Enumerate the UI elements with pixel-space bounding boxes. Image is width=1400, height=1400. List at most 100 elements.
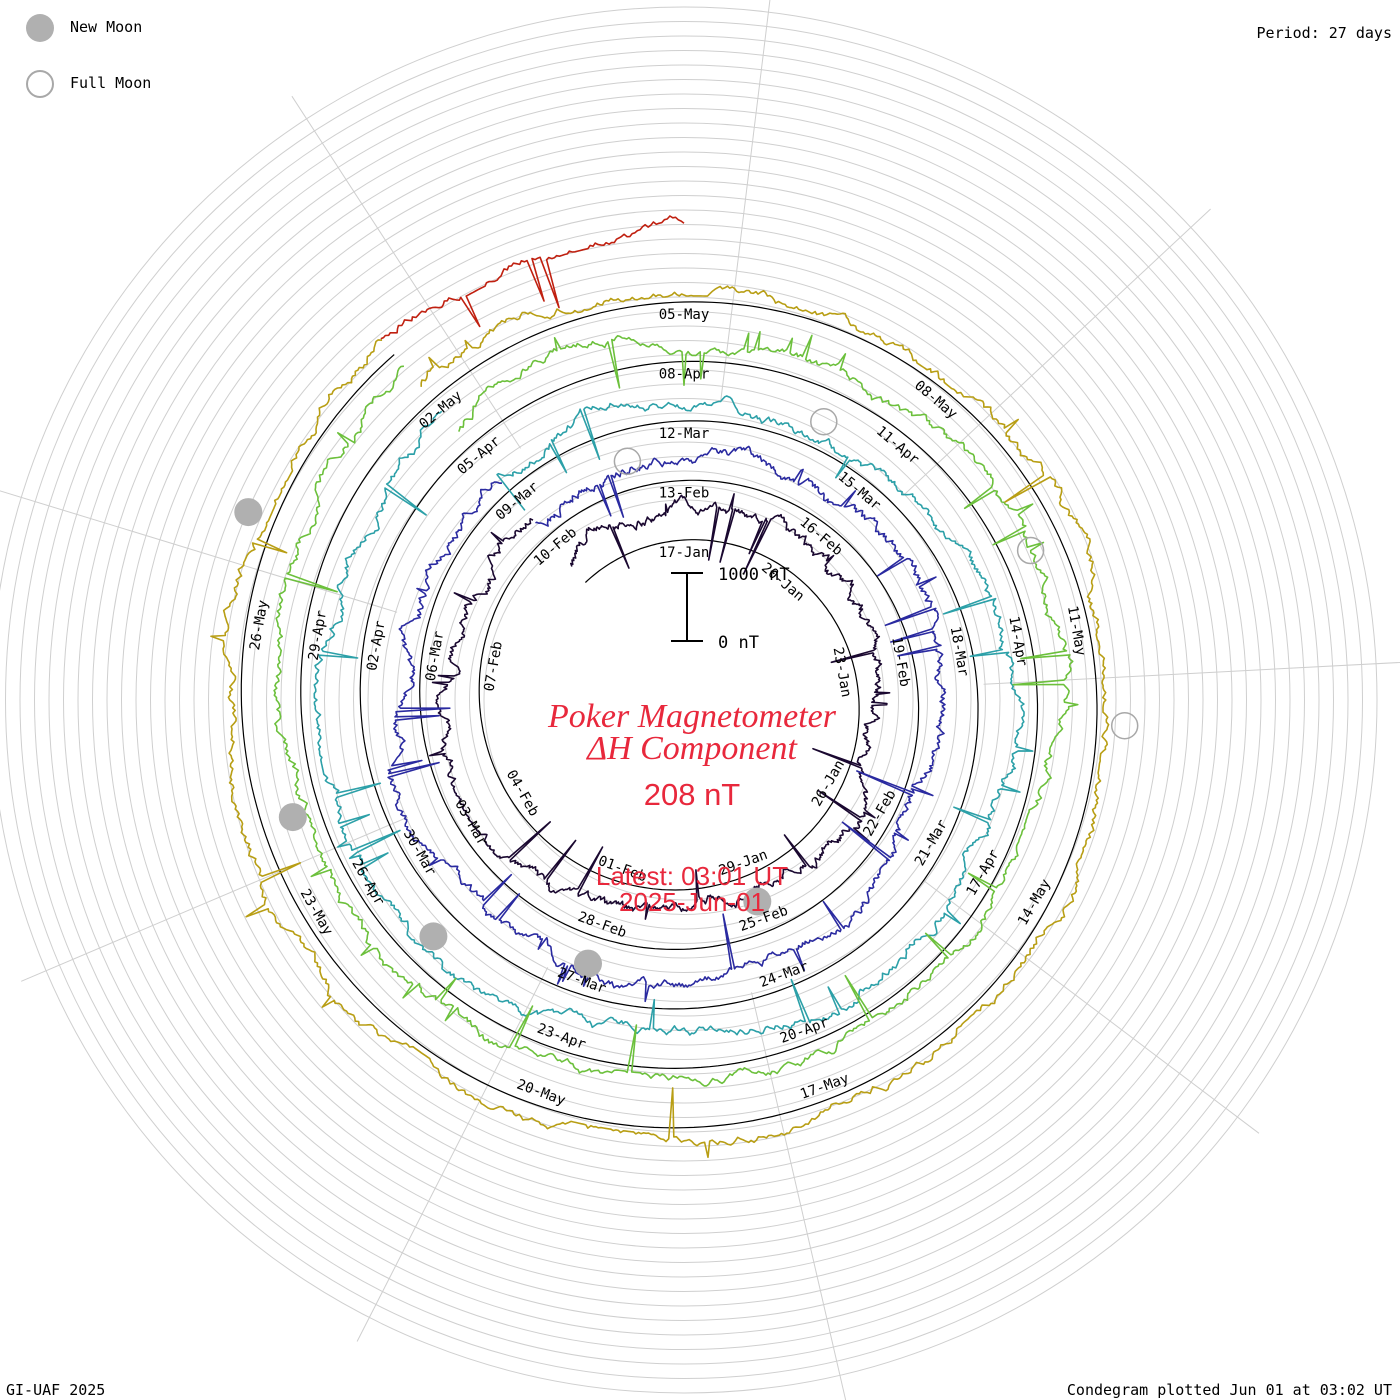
grid-spoke [356,967,549,1342]
date-label: 08-Apr [659,367,710,383]
new-moon-marker [743,887,772,916]
legend-new-moon-label: New Moon [70,18,143,36]
grid-spoke [291,95,522,449]
grid-ring [266,282,1102,1118]
chart-title: Poker Magnetometer [547,698,837,735]
full-moon-marker [810,407,838,436]
full-moon-icon [26,70,54,98]
grid-spoke [720,0,771,403]
grid-ring [251,267,1117,1133]
date-label: 20-May [514,1077,567,1109]
full-moon-marker [1110,711,1139,740]
date-label: 12-Mar [659,426,710,442]
baseline-08-Apr [300,360,1039,1070]
date-label: 02-May [416,388,465,433]
period-label: Period: 27 days [1256,24,1392,42]
grid-ring [208,224,1160,1176]
series-layer [210,215,1110,1159]
date-label: 17-May [798,1070,851,1102]
grid-ring [19,35,1349,1365]
grid-ring [411,427,957,973]
date-label: 29-Apr [306,609,331,662]
date-label: 21-Mar [912,817,951,869]
grid-ring [193,209,1175,1191]
grid-ring [150,166,1218,1234]
grid-ring [280,296,1088,1104]
baseline-12-Mar [359,420,979,1010]
grid-spoke [0,490,398,613]
series-trace-17-Jan [429,493,891,920]
grid-spoke [21,816,408,982]
series-trace-12-Mar [313,395,1034,1036]
full-moon-marker [613,447,642,476]
new-moon-icon [26,14,54,42]
date-label: 13-Feb [659,486,710,502]
grid-ring [295,311,1073,1089]
date-label: 09-Mar [493,479,542,524]
chart-subtitle-component: ΔH Component [585,730,798,767]
moon-marker-layer [234,407,1139,978]
grid-spoke [751,992,847,1400]
grid-ring [483,499,885,901]
date-label: 14-May [1015,876,1054,928]
current-value: 208 nT [644,777,741,812]
grid-ring [77,93,1291,1307]
grid-ring [164,180,1204,1220]
date-label: 26-May [247,599,272,652]
grid-ring [338,354,1030,1046]
new-moon-marker [574,949,602,978]
grid-ring [5,21,1363,1379]
latest-date: 2025-Jun-01 [619,887,765,917]
date-label: 07-Feb [481,640,506,693]
series-trace-05-May [210,285,1110,1159]
scale-bar: 1000 nT 0 nT [671,565,790,653]
new-moon-marker [419,922,448,951]
grid-ring [135,151,1233,1249]
grid-ring [353,369,1015,1031]
grid-ring [0,6,1378,1394]
date-label: 06-Mar [423,630,448,683]
date-label: 23-May [297,886,336,938]
series-trace-13-Feb [387,445,947,1003]
grid-ring [309,325,1059,1075]
grid-ring [63,79,1305,1321]
new-moon-marker [278,803,307,832]
grid-ring [382,398,986,1002]
grid-ring [324,340,1044,1060]
baseline-13-Feb [419,479,920,950]
scale-bar-top-label: 1000 nT [718,565,790,585]
grid-ring [106,122,1262,1278]
date-label: 24-Mar [757,959,810,991]
date-label: 17-Apr [964,847,1003,899]
series-trace-latest [380,215,685,340]
grid-ring [121,137,1247,1263]
legend-full-moon-label: Full Moon [70,74,152,92]
grid-ring [179,195,1189,1205]
date-label: 05-May [659,307,710,323]
grid-ring [48,64,1320,1336]
plotted-timestamp: Condegram plotted Jun 01 at 03:02 UT [1066,1381,1392,1399]
base-ring-layer [240,301,1098,1129]
baseline-05-May [240,301,1098,1129]
baseline-17-Jan [478,536,860,891]
date-label: 23-Apr [535,1021,588,1053]
new-moon-marker [234,498,263,527]
date-label: 04-Feb [503,767,542,819]
center-title-block: Poker Magnetometer ΔH Component 208 nT L… [547,698,837,917]
grid-ring [237,253,1131,1147]
series-trace-08-Apr [273,331,1079,1087]
credit-label: GI-UAF 2025 [6,1381,106,1399]
date-label: 26-Jan [809,757,848,809]
grid-ring [92,108,1276,1292]
date-label: 17-Jan [659,545,710,561]
grid-spoke [923,880,1260,1134]
grid-ring [34,50,1334,1350]
grid-ring [454,470,914,930]
grid-spoke [903,208,1211,496]
latest-time: Latest: 03:01 UT [596,861,788,891]
grid-ring [222,238,1146,1162]
grid-ring [440,456,928,944]
